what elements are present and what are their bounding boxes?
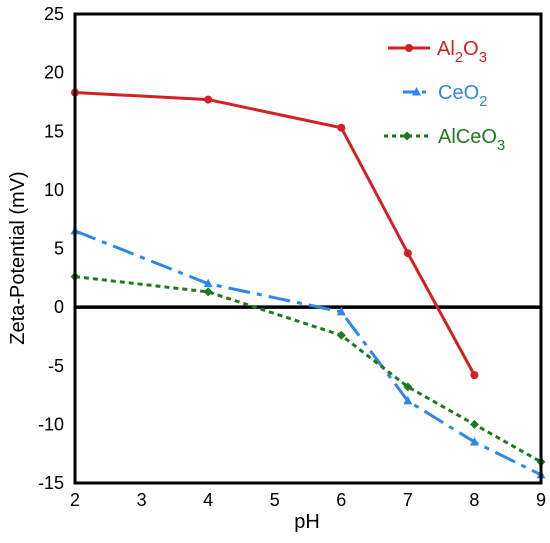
legend-item-alceo3: AlCeO3 bbox=[384, 126, 505, 154]
plot-frame bbox=[73, 12, 543, 485]
legend-item-ceo2: CeO2 bbox=[403, 82, 487, 110]
x-tick-label: 7 bbox=[403, 490, 413, 510]
series-group bbox=[70, 88, 546, 479]
x-axis-label: pH bbox=[294, 511, 320, 533]
legend-label-al2o3: Al2O3 bbox=[437, 38, 487, 66]
data-point-al2o3-3 bbox=[403, 249, 412, 258]
plot-frame-group bbox=[73, 12, 543, 485]
y-axis-label: Zeta-Potential (mV) bbox=[7, 171, 29, 344]
data-point-alceo3-2 bbox=[336, 330, 346, 340]
legend-item-al2o3: Al2O3 bbox=[388, 38, 487, 66]
y-tick-labels: -15 -10 -5 0 5 10 15 20 25 bbox=[38, 4, 64, 493]
y-tick-label: 15 bbox=[44, 121, 64, 141]
x-tick-labels: 2 3 4 5 6 7 8 9 bbox=[70, 490, 546, 510]
series-alceo3 bbox=[70, 272, 546, 467]
y-tick-label: -5 bbox=[48, 356, 64, 376]
data-point-al2o3-2 bbox=[337, 123, 346, 132]
data-point-ceo2-3 bbox=[403, 395, 413, 405]
series-line-ceo2 bbox=[74, 229, 542, 477]
data-point-ceo2-1 bbox=[203, 278, 213, 288]
data-point-al2o3-4 bbox=[470, 371, 479, 380]
data-point-alceo3-3 bbox=[403, 382, 413, 392]
legend-marker-al2o3 bbox=[405, 44, 413, 52]
x-tick-label: 4 bbox=[203, 490, 213, 510]
plot-area bbox=[75, 14, 541, 483]
legend-marker-ceo2 bbox=[412, 87, 421, 96]
y-tick-label: -10 bbox=[38, 414, 64, 434]
data-point-alceo3-1 bbox=[203, 287, 213, 297]
series-ceo2 bbox=[70, 225, 546, 479]
x-tick-label: 5 bbox=[270, 490, 280, 510]
data-point-ceo2-2 bbox=[336, 306, 346, 316]
x-tick-label: 6 bbox=[336, 490, 346, 510]
data-point-alceo3-4 bbox=[469, 419, 479, 429]
y-tick-label: 5 bbox=[54, 239, 64, 259]
x-tick-label: 8 bbox=[469, 490, 479, 510]
y-tick-label: 25 bbox=[44, 4, 64, 24]
data-point-al2o3-1 bbox=[204, 95, 213, 104]
x-tick-label: 3 bbox=[137, 490, 147, 510]
data-point-ceo2-4 bbox=[469, 436, 479, 446]
series-line-alceo3 bbox=[74, 275, 542, 464]
y-tick-label: 10 bbox=[44, 180, 64, 200]
y-tick-label: -15 bbox=[38, 473, 64, 493]
plot-background bbox=[75, 14, 541, 483]
x-tick-label: 9 bbox=[536, 490, 546, 510]
legend: Al2O3 CeO2 AlCeO3 bbox=[384, 38, 505, 154]
x-tick-label: 2 bbox=[70, 490, 80, 510]
legend-label-alceo3: AlCeO3 bbox=[438, 126, 505, 154]
y-tick-label: 0 bbox=[54, 297, 64, 317]
legend-marker-alceo3 bbox=[402, 131, 412, 141]
legend-label-ceo2: CeO2 bbox=[438, 82, 487, 110]
y-tick-label: 20 bbox=[44, 63, 64, 83]
